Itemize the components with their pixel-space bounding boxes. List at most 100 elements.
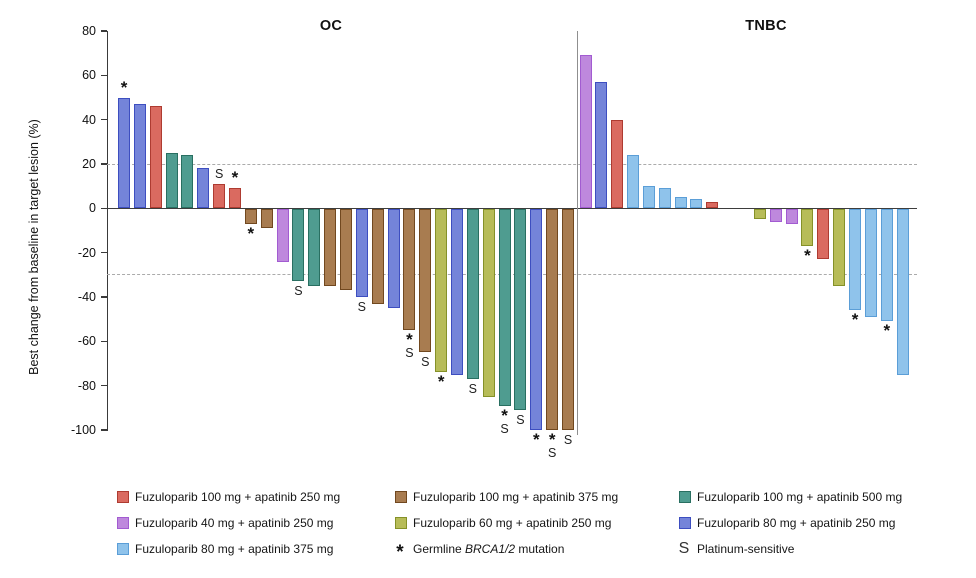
bar	[769, 209, 782, 222]
bar	[308, 209, 321, 286]
germline-mutation-marker: *	[883, 321, 891, 341]
bar	[530, 209, 543, 430]
y-axis-tick	[101, 163, 107, 165]
legend-swatch-f80a250	[679, 517, 691, 529]
platinum-sensitive-marker: S	[294, 284, 303, 299]
legend-swatch-f40a250	[117, 517, 129, 529]
bar	[880, 209, 893, 322]
legend-label-germline-mutation: Germline BRCA1/2 mutation	[413, 542, 564, 556]
y-axis-tick	[101, 74, 107, 77]
germline-mutation-marker: *	[120, 77, 128, 97]
zero-baseline	[107, 207, 917, 210]
bar	[627, 155, 640, 209]
bar	[690, 199, 703, 209]
bar	[561, 209, 574, 430]
bar	[546, 209, 559, 430]
y-axis-tick	[101, 429, 107, 431]
bar	[165, 152, 178, 209]
bar	[339, 209, 352, 291]
bar	[355, 209, 368, 297]
y-axis-tick-label: -80	[77, 378, 96, 393]
bar	[276, 209, 289, 262]
germline-mutation-marker: *	[532, 430, 540, 449]
reference-line	[107, 163, 917, 165]
legend-label-f80a375: Fuzuloparib 80 mg + apatinib 375 mg	[135, 542, 334, 556]
bar	[213, 183, 226, 209]
bar	[785, 209, 798, 224]
bar	[817, 209, 830, 260]
bar	[118, 97, 130, 209]
germline-mutation-marker: *	[247, 223, 255, 243]
y-axis-tick-label: -60	[77, 334, 96, 349]
panel-title-tnbc: TNBC	[745, 18, 787, 34]
bar	[244, 209, 257, 224]
germline-mutation-marker: *	[231, 168, 239, 188]
legend-label-f100a500: Fuzuloparib 100 mg + apatinib 500 mg	[697, 490, 903, 504]
legend-label-f80a250: Fuzuloparib 80 mg + apatinib 250 mg	[697, 516, 896, 530]
legend-swatch-f80a375	[117, 543, 129, 555]
platinum-sensitive-marker: S	[563, 433, 573, 447]
platinum-sensitive-marker: S	[468, 382, 478, 397]
y-axis-tick-label: 0	[89, 201, 96, 216]
bar	[292, 209, 305, 282]
legend-platinum-sensitive-symbol: S	[678, 540, 690, 557]
y-axis-title: Best change from baseline in target lesi…	[27, 119, 41, 375]
legend-label-f100a250: Fuzuloparib 100 mg + apatinib 250 mg	[135, 490, 341, 504]
y-axis-tick-label: 20	[82, 157, 96, 171]
bar	[514, 209, 527, 411]
bar	[579, 55, 592, 209]
y-axis-tick-label: -20	[77, 245, 96, 260]
bar	[419, 209, 432, 353]
platinum-sensitive-marker: S	[405, 346, 414, 361]
germline-mutation-marker: *	[501, 405, 508, 425]
bar	[181, 155, 194, 209]
legend-swatch-f100a250	[117, 491, 129, 503]
legend-label-part: Germline	[413, 542, 466, 556]
bar	[849, 209, 862, 311]
bar	[450, 209, 463, 375]
legend-swatch-f100a500	[679, 491, 691, 503]
y-axis-tick	[101, 30, 107, 32]
bar	[197, 168, 210, 209]
bar	[133, 104, 146, 209]
y-axis-tick-label: 40	[82, 112, 96, 127]
y-axis-line	[107, 31, 109, 431]
y-axis-tick	[101, 251, 107, 254]
bar	[864, 209, 877, 317]
legend-label-part: BRCA1/2	[465, 542, 516, 556]
y-axis-tick	[101, 118, 107, 121]
bar	[611, 119, 624, 209]
bar	[482, 209, 495, 397]
y-axis-tick-label: -40	[77, 290, 96, 304]
legend-swatch-f100a375	[395, 491, 407, 503]
plot-area: Best change from baseline in target lesi…	[27, 18, 917, 460]
platinum-sensitive-marker: S	[421, 355, 430, 370]
bar	[595, 81, 608, 209]
bar	[371, 209, 384, 304]
panel-separator	[576, 31, 578, 435]
legend-label-part: mutation	[515, 542, 565, 556]
bar	[324, 209, 337, 286]
germline-mutation-marker: *	[437, 372, 445, 392]
y-axis-tick	[101, 207, 107, 210]
y-axis-tick-label: -100	[70, 423, 96, 437]
legend-label-platinum-sensitive: Platinum-sensitive	[697, 542, 795, 556]
y-axis-tick	[101, 340, 107, 343]
platinum-sensitive-marker: S	[214, 166, 224, 181]
legend-swatch-f60a250	[395, 517, 407, 529]
platinum-sensitive-marker: S	[547, 446, 557, 460]
bar	[658, 188, 671, 209]
bar	[896, 209, 909, 375]
bar	[753, 209, 766, 220]
bar	[387, 209, 400, 309]
bar	[498, 209, 511, 406]
y-axis-tick-label: 60	[82, 68, 96, 83]
y-axis-tick	[101, 384, 107, 387]
legend-germline-mutation-symbol: *	[396, 542, 404, 563]
germline-mutation-marker: *	[851, 310, 859, 330]
reference-line	[107, 274, 917, 276]
bar	[260, 209, 273, 229]
panel-title-oc: OC	[319, 18, 343, 34]
platinum-sensitive-marker: S	[357, 300, 367, 314]
